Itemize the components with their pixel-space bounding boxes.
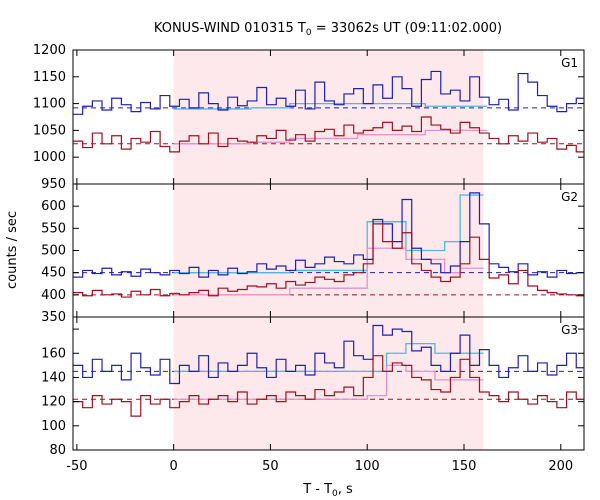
x-tick-label: -50: [66, 459, 87, 474]
series-high: [73, 70, 584, 115]
series-low: [73, 355, 584, 417]
y-tick-label: 950: [41, 177, 66, 192]
panel-label: G3: [561, 323, 578, 337]
panel-label: G1: [561, 56, 578, 70]
panel-g2: 350 400 450 500 550 600 G2: [41, 183, 585, 325]
y-tick-label: 80: [49, 443, 66, 458]
y-tick-label: 400: [41, 288, 66, 303]
y-tick-label: 350: [41, 310, 66, 325]
x-tick-label: 50: [262, 459, 279, 474]
y-tick-label: 1100: [33, 97, 66, 112]
x-axis-label: T - T0, s: [302, 482, 353, 499]
y-tick-label: 1000: [33, 150, 66, 165]
series-high: [73, 324, 584, 385]
x-tick-label: 200: [548, 459, 573, 474]
plot-area: 95010001050110011501200G1350400450500550…: [33, 43, 585, 474]
fit-low: [173, 129, 488, 145]
series-low: [73, 223, 584, 298]
y-tick-label: 100: [41, 419, 66, 434]
panel-label: G2: [561, 190, 578, 204]
y-tick-label: 120: [41, 395, 66, 410]
y-tick-label: 450: [41, 266, 66, 281]
panel-g3: 80 100 120 140 160 G3: [41, 316, 585, 458]
fit-high: [173, 102, 488, 110]
chart-title: KONUS-WIND 010315 T0 = 33062s UT (09:11:…: [154, 21, 502, 38]
panel-frame: [72, 316, 585, 451]
y-tick-label: 500: [41, 244, 66, 259]
y-tick-label: 1200: [33, 43, 66, 58]
y-tick-label: 550: [41, 221, 66, 236]
y-tick-label: 600: [41, 199, 66, 214]
fit-high: [173, 342, 484, 373]
y-tick-label: 140: [41, 370, 66, 385]
x-tick-label: 0: [170, 459, 178, 474]
y-axis-label: counts / sec: [5, 211, 20, 289]
series-low: [73, 116, 584, 153]
series-high: [73, 192, 584, 278]
y-tick-label: 160: [41, 346, 66, 361]
y-tick-label: 1050: [33, 123, 66, 138]
x-tick-label: 100: [355, 459, 380, 474]
fit-low: [173, 364, 484, 400]
y-tick-label: 1150: [33, 70, 66, 85]
x-tick-label: 150: [452, 459, 477, 474]
